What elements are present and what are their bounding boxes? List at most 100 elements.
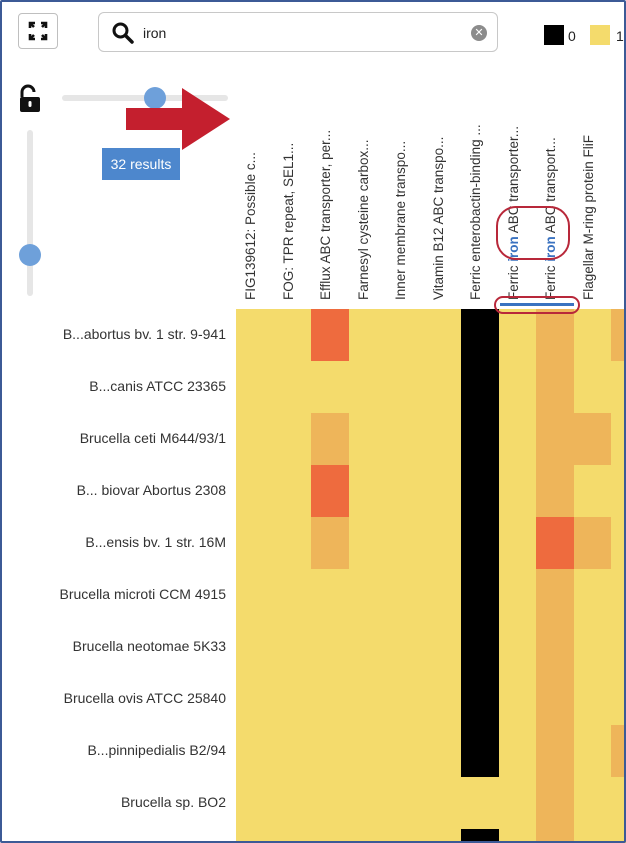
row-zoom-slider-handle[interactable] <box>19 244 41 266</box>
heatmap-cell[interactable] <box>348 413 387 466</box>
heatmap-cell[interactable] <box>536 465 575 518</box>
heatmap-cell[interactable] <box>461 517 500 570</box>
heatmap-cell[interactable] <box>573 777 612 830</box>
heatmap-cell[interactable] <box>611 517 626 570</box>
heatmap-cell[interactable] <box>573 829 612 843</box>
heatmap-cell[interactable] <box>611 569 626 622</box>
heatmap-cell[interactable] <box>423 517 462 570</box>
heatmap-cell[interactable] <box>611 361 626 414</box>
column-header-5[interactable]: Inner membrane transpo... <box>393 140 408 300</box>
heatmap-cell[interactable] <box>386 569 425 622</box>
heatmap-cell[interactable] <box>461 309 500 362</box>
heatmap-cell[interactable] <box>236 465 275 518</box>
heatmap-cell[interactable] <box>611 725 626 778</box>
heatmap-cell[interactable] <box>461 725 500 778</box>
heatmap-cell[interactable] <box>536 829 575 843</box>
heatmap-cell[interactable] <box>273 413 312 466</box>
row-label-10[interactable]: Brucella sp. BO2 <box>120 794 226 810</box>
heatmap-cell[interactable] <box>611 777 626 830</box>
heatmap-cell[interactable] <box>386 309 425 362</box>
heatmap-cell[interactable] <box>311 361 350 414</box>
heatmap-cell[interactable] <box>386 829 425 843</box>
heatmap-cell[interactable] <box>273 621 312 674</box>
heatmap-cell[interactable] <box>386 361 425 414</box>
heatmap-cell[interactable] <box>236 777 275 830</box>
heatmap-cell[interactable] <box>423 725 462 778</box>
column-header-10[interactable]: Flagellar M-ring protein FliF <box>580 134 596 300</box>
fullscreen-button[interactable] <box>18 13 58 49</box>
heatmap-cell[interactable] <box>536 517 575 570</box>
heatmap-cell[interactable] <box>386 725 425 778</box>
heatmap-cell[interactable] <box>236 517 275 570</box>
heatmap-cell[interactable] <box>273 517 312 570</box>
heatmap-cell[interactable] <box>423 361 462 414</box>
heatmap-cell[interactable] <box>461 413 500 466</box>
heatmap-cell[interactable] <box>611 621 626 674</box>
heatmap-cell[interactable] <box>423 621 462 674</box>
heatmap-cell[interactable] <box>498 465 537 518</box>
heatmap-cell[interactable] <box>386 413 425 466</box>
heatmap-cell[interactable] <box>273 361 312 414</box>
row-label-6[interactable]: Brucella microti CCM 4915 <box>59 586 227 602</box>
heatmap-cell[interactable] <box>573 413 612 466</box>
heatmap-cell[interactable] <box>236 673 275 726</box>
heatmap-cell[interactable] <box>611 673 626 726</box>
heatmap-cell[interactable] <box>348 673 387 726</box>
heatmap-cell[interactable] <box>611 413 626 466</box>
heatmap-cell[interactable] <box>348 361 387 414</box>
heatmap-cell[interactable] <box>348 725 387 778</box>
column-header-1[interactable]: FIG139612: Possible c... <box>243 152 258 300</box>
heatmap-cell[interactable] <box>536 413 575 466</box>
row-label-4[interactable]: B... biovar Abortus 2308 <box>76 482 226 498</box>
heatmap-cell[interactable] <box>236 309 275 362</box>
heatmap-cell[interactable] <box>311 621 350 674</box>
heatmap-cell[interactable] <box>573 517 612 570</box>
heatmap-cell[interactable] <box>536 361 575 414</box>
column-header-7[interactable]: Ferric enterobactin-binding ... <box>468 124 483 300</box>
heatmap-cell[interactable] <box>461 465 500 518</box>
heatmap-cell[interactable] <box>611 465 626 518</box>
heatmap-cell[interactable] <box>236 361 275 414</box>
heatmap-cell[interactable] <box>423 777 462 830</box>
heatmap-cell[interactable] <box>236 413 275 466</box>
heatmap-cell[interactable] <box>386 621 425 674</box>
column-header-3[interactable]: Efflux ABC transporter, per... <box>318 129 333 300</box>
heatmap-cell[interactable] <box>536 309 575 362</box>
heatmap-cell[interactable] <box>461 829 500 843</box>
heatmap-cell[interactable] <box>311 569 350 622</box>
heatmap-cell[interactable] <box>236 725 275 778</box>
heatmap-cell[interactable] <box>423 569 462 622</box>
heatmap-cell[interactable] <box>536 725 575 778</box>
heatmap-cell[interactable] <box>236 829 275 843</box>
row-label-9[interactable]: B...pinnipedialis B2/94 <box>87 742 226 758</box>
heatmap-cell[interactable] <box>386 673 425 726</box>
column-zoom-slider-handle[interactable] <box>144 87 166 109</box>
heatmap-cell[interactable] <box>273 309 312 362</box>
heatmap-cell[interactable] <box>498 621 537 674</box>
row-label-7[interactable]: Brucella neotomae 5K33 <box>72 638 226 654</box>
column-header-2[interactable]: FOG: TPR repeat, SEL1... <box>280 142 296 300</box>
heatmap-cell[interactable] <box>573 569 612 622</box>
heatmap-cell[interactable] <box>498 361 537 414</box>
heatmap-cell[interactable] <box>311 829 350 843</box>
heatmap-cell[interactable] <box>461 673 500 726</box>
heatmap-cell[interactable] <box>498 309 537 362</box>
heatmap-cell[interactable] <box>348 309 387 362</box>
heatmap-cell[interactable] <box>423 309 462 362</box>
row-label-1[interactable]: B...abortus bv. 1 str. 9-941 <box>62 326 226 342</box>
heatmap-cell[interactable] <box>498 725 537 778</box>
column-header-6[interactable]: Vitamin B12 ABC transpo... <box>430 136 446 300</box>
heatmap-cell[interactable] <box>536 777 575 830</box>
heatmap-cell[interactable] <box>498 673 537 726</box>
heatmap[interactable] <box>236 309 626 843</box>
heatmap-cell[interactable] <box>536 673 575 726</box>
heatmap-cell[interactable] <box>348 777 387 830</box>
heatmap-cell[interactable] <box>236 569 275 622</box>
heatmap-cell[interactable] <box>461 569 500 622</box>
heatmap-cell[interactable] <box>236 621 275 674</box>
row-label-5[interactable]: B...ensis bv. 1 str. 16M <box>85 534 226 550</box>
heatmap-cell[interactable] <box>311 517 350 570</box>
heatmap-cell[interactable] <box>348 569 387 622</box>
heatmap-cell[interactable] <box>273 465 312 518</box>
heatmap-cell[interactable] <box>273 829 312 843</box>
